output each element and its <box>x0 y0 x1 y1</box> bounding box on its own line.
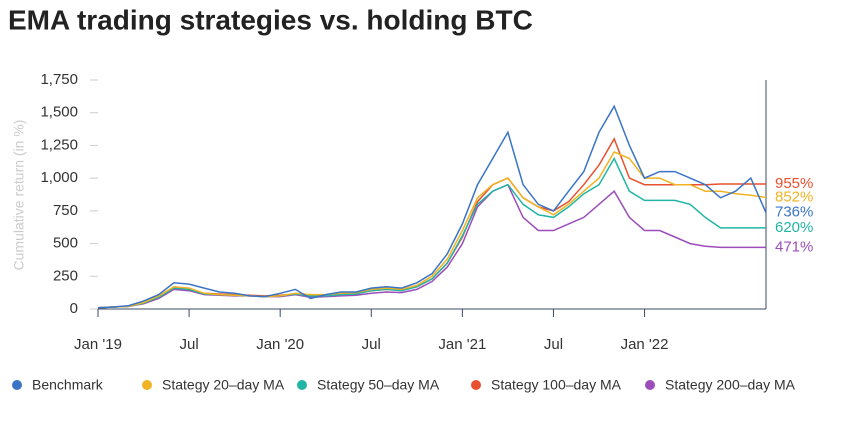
legend-label: Stategy 200–day MA <box>665 377 796 393</box>
x-tick-label: Jan '20 <box>256 336 304 353</box>
legend-label: Stategy 50–day MA <box>317 377 440 393</box>
chart-title: EMA trading strategies vs. holding BTC <box>8 4 533 35</box>
end-label: 620% <box>775 219 813 236</box>
y-tick-label: 500 <box>53 235 78 252</box>
end-label: 471% <box>775 238 813 255</box>
x-tick-label: Jan '19 <box>74 336 122 353</box>
series-line <box>97 183 766 309</box>
x-tick-label: Jan '21 <box>438 336 486 353</box>
y-tick-label: 1,750 <box>40 71 78 88</box>
y-axis-title: Cumulative return (in %) <box>11 120 27 271</box>
legend-label: Benchmark <box>32 377 104 393</box>
end-label: 852% <box>775 188 813 205</box>
end-label: 955% <box>775 175 813 192</box>
x-tick-label: Jul <box>179 336 198 353</box>
y-tick-label: 1,000 <box>40 169 78 186</box>
y-tick-label: 0 <box>70 300 78 317</box>
x-tick-label: Jul <box>544 336 563 353</box>
end-label: 736% <box>775 204 813 221</box>
x-tick-label: Jan '22 <box>621 336 669 353</box>
legend-marker <box>645 380 655 390</box>
legend-marker <box>142 380 152 390</box>
y-tick-label: 250 <box>53 267 78 284</box>
legend-marker <box>471 380 481 390</box>
y-tick-label: 1,250 <box>40 136 78 153</box>
x-tick-label: Jul <box>362 336 381 353</box>
series-line <box>97 104 767 309</box>
y-tick-label: 750 <box>53 202 78 219</box>
legend-marker <box>297 380 307 390</box>
series-line <box>97 137 766 309</box>
series-line <box>97 151 767 309</box>
y-tick-label: 1,500 <box>40 104 78 121</box>
legend-label: Stategy 20–day MA <box>162 377 285 393</box>
legend-marker <box>12 380 22 390</box>
legend-label: Stategy 100–day MA <box>491 377 622 393</box>
